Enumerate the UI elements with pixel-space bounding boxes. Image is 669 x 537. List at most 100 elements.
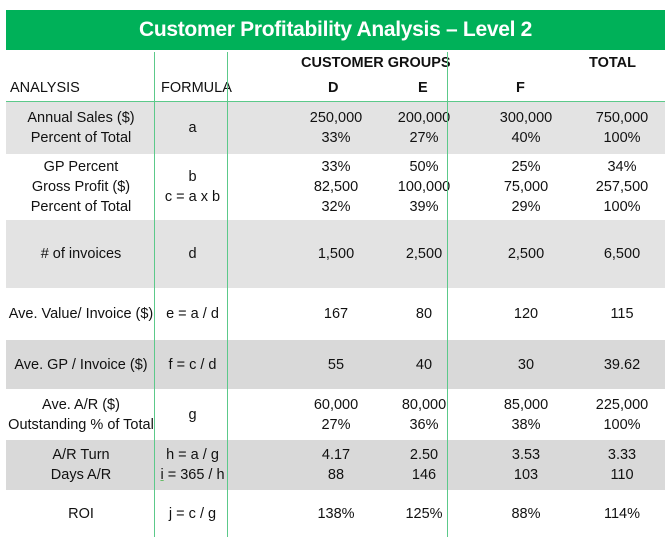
group-e-value: 80 xyxy=(415,306,433,322)
total-value: 3.33 xyxy=(607,447,637,463)
formula-cell: b c = a x b xyxy=(156,154,229,220)
formula: j = c / g xyxy=(168,505,217,522)
formula: b xyxy=(188,169,197,185)
group-e-value: 125% xyxy=(405,505,443,522)
total-value-cell: 6,500 xyxy=(582,220,662,288)
total-value: 257,500 xyxy=(595,179,649,195)
group-f-value-cell: 300,000 40% xyxy=(486,102,566,154)
row-label: Percent of Total xyxy=(30,130,132,146)
group-e-value-cell: 2.50 146 xyxy=(384,440,464,490)
header-group-f: F xyxy=(516,80,525,96)
group-e-value: 36% xyxy=(409,416,439,433)
table-row: Ave. Value/ Invoice ($) e = a / d 167 80 120… xyxy=(6,288,665,340)
group-e-value-cell: 40 xyxy=(384,340,464,389)
row-label-cell: ROI xyxy=(6,490,156,537)
total-value-cell: 3.33 110 xyxy=(582,440,662,490)
row-label-cell: GP Percent Gross Profit ($) Percent of Tot… xyxy=(6,154,156,220)
group-f-value-cell: 120 xyxy=(486,288,566,340)
row-label: ROI xyxy=(68,505,94,522)
group-e-value-cell: 200,000 27% xyxy=(384,102,464,154)
group-f-value: 300,000 xyxy=(499,110,553,126)
header-group-e: E xyxy=(418,80,428,96)
formula: a xyxy=(188,120,197,136)
group-d-value-cell: 1,500 xyxy=(296,220,376,288)
total-value-cell: 114% xyxy=(582,490,662,537)
total-value: 100% xyxy=(603,130,641,146)
total-value: 100% xyxy=(603,416,641,433)
row-label-cell: Ave. A/R ($) Outstanding % of Total xyxy=(6,389,156,440)
formula-cell: e = a / d xyxy=(156,288,229,340)
column-divider-label xyxy=(154,52,155,537)
group-f-value: 38% xyxy=(511,416,541,433)
total-value-cell: 750,000 100% xyxy=(582,102,662,154)
group-e-value: 27% xyxy=(409,130,439,146)
group-d-value: 33% xyxy=(321,130,351,146)
total-value: 750,000 xyxy=(595,110,649,126)
group-e-value-cell: 125% xyxy=(384,490,464,537)
group-d-value: 32% xyxy=(321,199,351,215)
total-value: 6,500 xyxy=(603,246,641,262)
group-d-value: 138% xyxy=(317,505,355,522)
row-label: A/R Turn xyxy=(52,447,110,463)
group-e-value: 40 xyxy=(415,356,433,373)
header-group-d: D xyxy=(328,80,339,96)
row-label: Ave. Value/ Invoice ($) xyxy=(8,306,154,322)
group-d-value: 167 xyxy=(323,306,349,322)
total-value: 225,000 xyxy=(595,396,649,413)
total-value: 115 xyxy=(610,306,634,322)
table-row: A/R Turn Days A/R h = a / g i = 365 / h 4.17… xyxy=(6,440,665,490)
row-label: Annual Sales ($) xyxy=(27,110,135,126)
group-e-value: 2,500 xyxy=(405,246,443,262)
formula-cell: d xyxy=(156,220,229,288)
group-f-value-cell: 3.53 103 xyxy=(486,440,566,490)
total-value: 100% xyxy=(603,199,641,215)
group-f-value: 30 xyxy=(517,356,535,373)
row-label-cell: Ave. Value/ Invoice ($) xyxy=(6,288,156,340)
group-e-value: 146 xyxy=(411,467,437,483)
group-f-value-cell: 30 xyxy=(486,340,566,389)
group-e-value-cell: 80,000 36% xyxy=(384,389,464,440)
column-divider-formula xyxy=(227,52,228,537)
row-label: Ave. GP / Invoice ($) xyxy=(14,356,148,373)
group-d-value-cell: 138% xyxy=(296,490,376,537)
row-label: GP Percent xyxy=(43,159,119,175)
group-d-value: 88 xyxy=(327,467,345,483)
total-value-cell: 115 xyxy=(582,288,662,340)
page-title: Customer Profitability Analysis – Level … xyxy=(138,18,533,41)
row-label: Days A/R xyxy=(50,467,112,483)
formula: d xyxy=(188,246,197,262)
table-row: Ave. A/R ($) Outstanding % of Total g 60,00… xyxy=(6,389,665,440)
group-d-value-cell: 60,000 27% xyxy=(296,389,376,440)
group-f-value: 75,000 xyxy=(503,179,549,195)
formula: g xyxy=(188,406,197,423)
group-e-value-cell: 80 xyxy=(384,288,464,340)
group-e-value: 2.50 xyxy=(409,447,439,463)
total-value-cell: 225,000 100% xyxy=(582,389,662,440)
group-d-value-cell: 33% 82,500 32% xyxy=(296,154,376,220)
group-d-value: 27% xyxy=(321,416,351,433)
formula-cell: a xyxy=(156,102,229,154)
formula-cell: g xyxy=(156,389,229,440)
total-value: 34% xyxy=(607,159,637,175)
row-label-cell: Ave. GP / Invoice ($) xyxy=(6,340,156,389)
total-value-cell: 34% 257,500 100% xyxy=(582,154,662,220)
group-f-value: 103 xyxy=(513,467,539,483)
table-row: ROI j = c / g 138% 125% 88% 114% xyxy=(6,490,665,537)
group-d-value: 60,000 xyxy=(313,396,359,413)
group-e-value: 39% xyxy=(409,199,439,215)
group-e-value: 80,000 xyxy=(401,396,447,413)
row-label-cell: Annual Sales ($) Percent of Total xyxy=(6,102,156,154)
group-e-value-cell: 2,500 xyxy=(384,220,464,288)
row-label: # of invoices xyxy=(40,246,122,262)
group-e-value-cell: 50% 100,000 39% xyxy=(384,154,464,220)
group-d-value: 1,500 xyxy=(317,246,355,262)
table-row: # of invoices d 1,500 2,500 2,500 6,500 xyxy=(6,220,665,288)
formula: f = c / d xyxy=(168,356,217,373)
formula: i = 365 / h xyxy=(160,467,225,483)
formula-cell: h = a / g i = 365 / h xyxy=(156,440,229,490)
row-label-cell: # of invoices xyxy=(6,220,156,288)
group-f-value-cell: 25% 75,000 29% xyxy=(486,154,566,220)
group-d-value: 55 xyxy=(327,356,345,373)
group-e-value: 50% xyxy=(409,159,439,175)
total-value: 110 xyxy=(610,467,634,483)
